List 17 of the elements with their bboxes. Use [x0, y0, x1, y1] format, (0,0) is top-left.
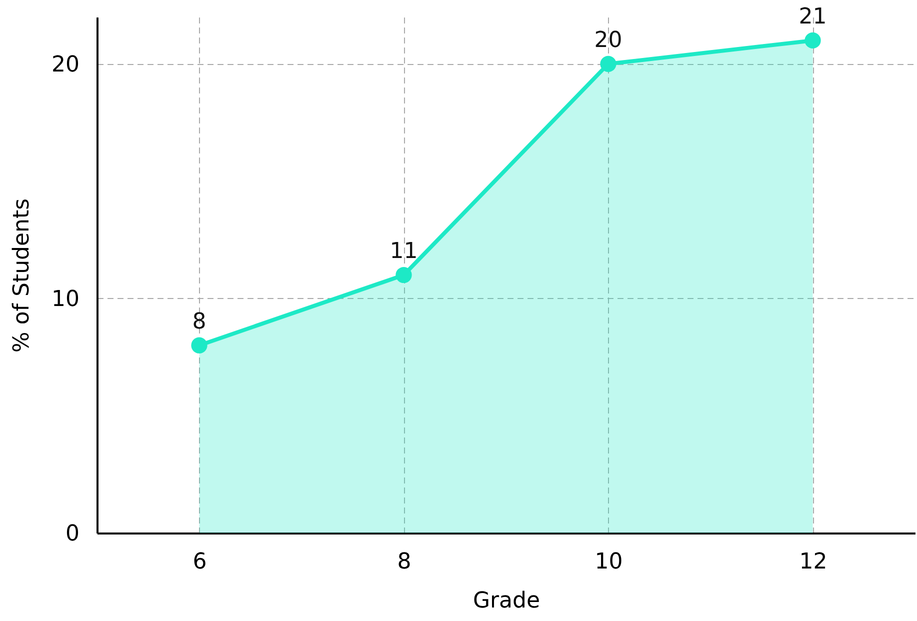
- y-tick-label: 10: [52, 286, 80, 312]
- point: [396, 266, 412, 284]
- x-axis-title: Grade: [472, 588, 540, 614]
- data-label: 8: [192, 309, 206, 334]
- point: [804, 32, 821, 48]
- data-label: 11: [390, 239, 418, 264]
- point: [600, 56, 616, 72]
- x-tick-label: 6: [192, 550, 207, 574]
- x-tick-label: 8: [397, 550, 412, 574]
- x-tick-label: 12: [799, 550, 828, 574]
- y-axis-title: % of Students: [10, 198, 35, 353]
- point: [191, 337, 208, 354]
- x-tick-label: 10: [594, 550, 623, 574]
- y-tick-label: 20: [52, 52, 80, 78]
- y-tick-label: 0: [66, 522, 80, 546]
- data-label: 21: [798, 4, 827, 30]
- data-label: 20: [594, 28, 622, 53]
